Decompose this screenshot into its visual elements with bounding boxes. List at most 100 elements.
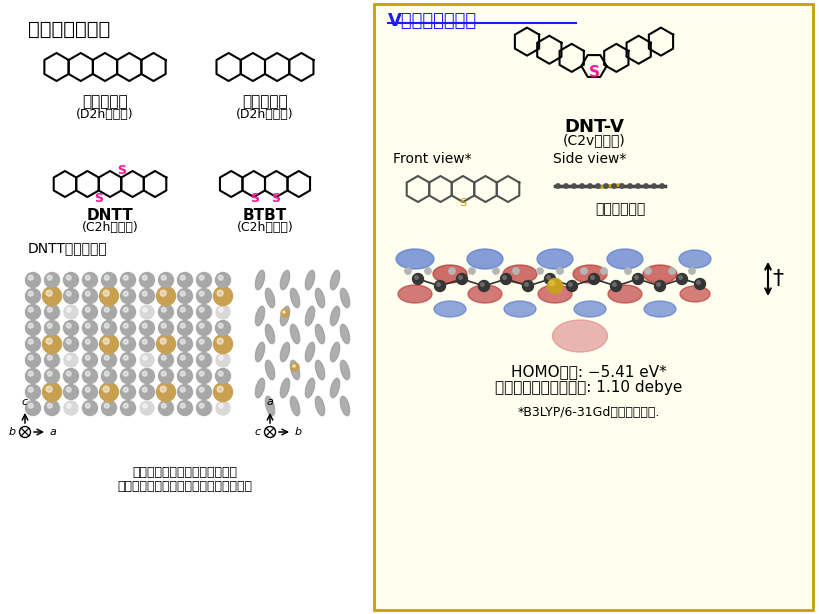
Circle shape [456,273,468,284]
Circle shape [180,356,185,360]
Circle shape [83,352,97,368]
Circle shape [120,289,135,303]
Circle shape [217,386,224,392]
Ellipse shape [341,396,350,416]
Circle shape [217,290,224,296]
Circle shape [160,386,166,392]
Text: DNT-V: DNT-V [564,118,624,136]
Circle shape [160,290,166,296]
Text: S: S [589,64,600,79]
Circle shape [478,281,490,292]
Ellipse shape [680,286,710,302]
Circle shape [178,368,192,384]
Ellipse shape [341,289,350,308]
Circle shape [557,268,563,274]
Circle shape [217,338,224,344]
Circle shape [197,273,211,287]
Circle shape [159,305,174,319]
Circle shape [85,308,90,312]
Circle shape [283,311,285,313]
Circle shape [29,275,33,280]
Ellipse shape [315,324,324,344]
Circle shape [29,387,33,392]
Ellipse shape [256,378,265,398]
Circle shape [85,403,90,408]
Ellipse shape [398,285,432,303]
Circle shape [581,268,587,274]
Circle shape [25,352,40,368]
Ellipse shape [679,250,711,268]
Circle shape [143,403,147,408]
Circle shape [215,321,230,335]
Ellipse shape [341,324,350,344]
Circle shape [219,324,223,328]
Text: (D2h対称性): (D2h対称性) [76,108,133,121]
Circle shape [159,400,174,416]
Circle shape [588,184,592,188]
Text: 伝導に有利な集合体構造である: 伝導に有利な集合体構造である [133,466,238,479]
Circle shape [48,275,52,280]
Circle shape [197,368,211,384]
Circle shape [85,340,90,344]
Circle shape [556,184,560,188]
Circle shape [219,308,223,312]
Ellipse shape [280,378,290,398]
Ellipse shape [644,301,676,317]
Text: 平面分子構造: 平面分子構造 [595,202,645,216]
Circle shape [197,289,211,303]
Circle shape [85,292,90,296]
Circle shape [219,275,223,280]
Circle shape [66,403,71,408]
Circle shape [161,371,166,376]
Circle shape [25,368,40,384]
Circle shape [590,276,595,279]
Ellipse shape [503,265,537,283]
Text: a: a [50,427,57,437]
Circle shape [29,403,33,408]
Circle shape [180,340,185,344]
Circle shape [46,338,52,344]
Circle shape [178,400,192,416]
Ellipse shape [265,396,274,416]
Text: 二次元ヘリングボーン型パッキング構造: 二次元ヘリングボーン型パッキング構造 [117,480,252,493]
Circle shape [104,324,109,328]
Circle shape [180,371,185,376]
Circle shape [697,281,700,284]
Ellipse shape [280,306,290,325]
Ellipse shape [537,249,573,269]
Circle shape [216,401,230,415]
Circle shape [48,308,52,312]
Circle shape [459,276,462,279]
Circle shape [66,356,71,360]
Circle shape [572,184,577,188]
Circle shape [199,292,204,296]
Ellipse shape [291,289,300,308]
Ellipse shape [291,360,300,379]
Circle shape [29,324,33,328]
Circle shape [660,184,664,188]
Circle shape [48,356,52,360]
Circle shape [83,368,97,384]
Circle shape [580,184,584,188]
Circle shape [481,282,484,286]
Ellipse shape [433,265,467,283]
Text: ペンタセン: ペンタセン [82,94,128,109]
Text: a: a [266,397,274,407]
Circle shape [64,368,79,384]
Circle shape [83,305,97,319]
Text: Front view*: Front view* [393,152,472,166]
Circle shape [143,387,147,392]
Text: S: S [459,198,467,208]
Text: Side view*: Side view* [553,152,627,166]
Circle shape [124,324,128,328]
Circle shape [216,305,230,319]
Circle shape [545,273,555,284]
Circle shape [199,340,204,344]
Circle shape [689,268,695,274]
Text: S: S [251,192,260,204]
Circle shape [178,352,192,368]
Circle shape [405,268,411,274]
Circle shape [161,275,166,280]
Circle shape [29,356,33,360]
Circle shape [197,384,211,400]
